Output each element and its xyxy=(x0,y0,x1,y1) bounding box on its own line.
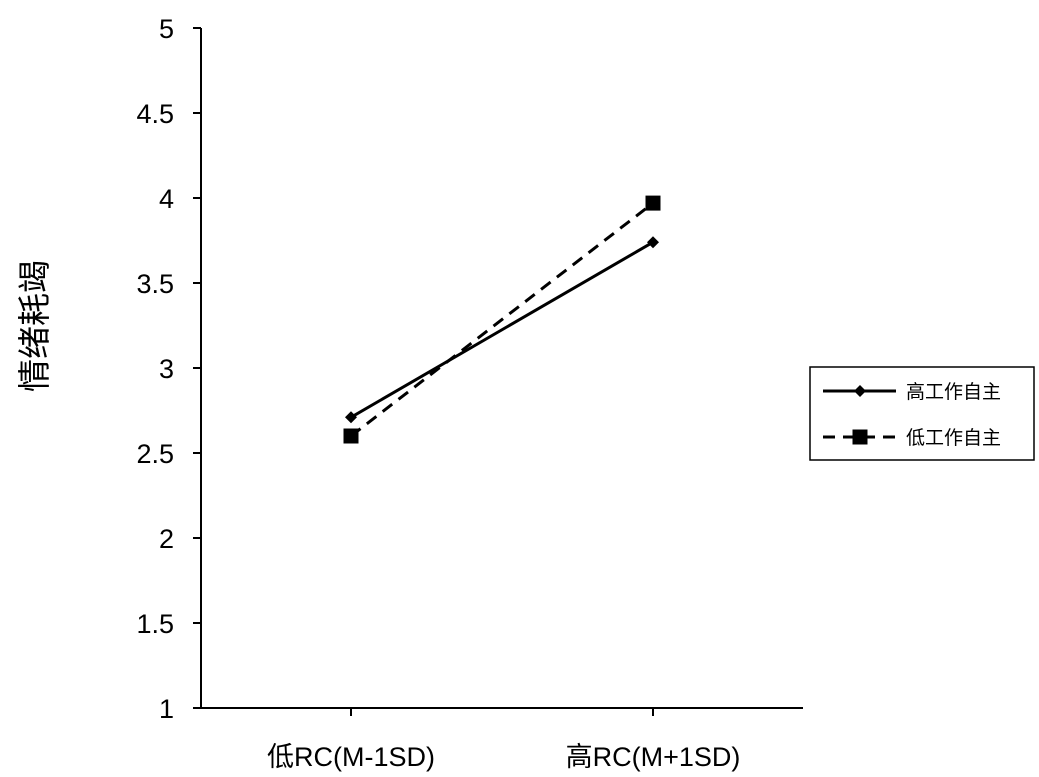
y-axis-label: 情绪耗竭 xyxy=(15,260,54,392)
data-point-square xyxy=(645,195,661,211)
y-tick-label: 3 xyxy=(159,354,174,384)
data-point-diamond xyxy=(647,236,659,249)
data-point-square xyxy=(343,428,359,444)
y-tick-label: 2.5 xyxy=(136,439,174,469)
x-tick-label: 低RC(M-1SD) xyxy=(267,742,435,772)
y-tick-label: 5 xyxy=(159,14,174,44)
y-tick-label: 4 xyxy=(159,184,174,214)
legend-marker-square xyxy=(852,429,868,445)
y-axis-ticks: 1 1.5 2 2.5 3 3.5 4 4.5 5 xyxy=(136,14,201,724)
chart-axes xyxy=(200,28,803,709)
series-line-dashed xyxy=(350,201,654,438)
series-layer xyxy=(343,195,661,444)
legend-item: 低工作自主 xyxy=(823,427,1001,449)
y-tick-label: 1 xyxy=(159,694,174,724)
y-tick-label: 2 xyxy=(159,524,174,554)
series-square xyxy=(343,195,661,444)
data-point-diamond xyxy=(345,411,357,424)
series-diamond xyxy=(345,236,659,424)
series-line-solid xyxy=(350,240,654,419)
legend-label: 高工作自主 xyxy=(906,381,1001,403)
y-tick-label: 4.5 xyxy=(136,99,174,129)
x-tick-label: 高RC(M+1SD) xyxy=(566,742,741,772)
y-tick-label: 3.5 xyxy=(136,269,174,299)
legend-box xyxy=(809,366,1035,461)
legend-label: 低工作自主 xyxy=(906,427,1001,449)
x-axis-ticks: 低RC(M-1SD) 高RC(M+1SD) xyxy=(267,708,740,772)
legend-marker-diamond xyxy=(854,385,866,397)
y-tick-label: 1.5 xyxy=(136,609,174,639)
legend-item: 高工作自主 xyxy=(823,381,1001,403)
